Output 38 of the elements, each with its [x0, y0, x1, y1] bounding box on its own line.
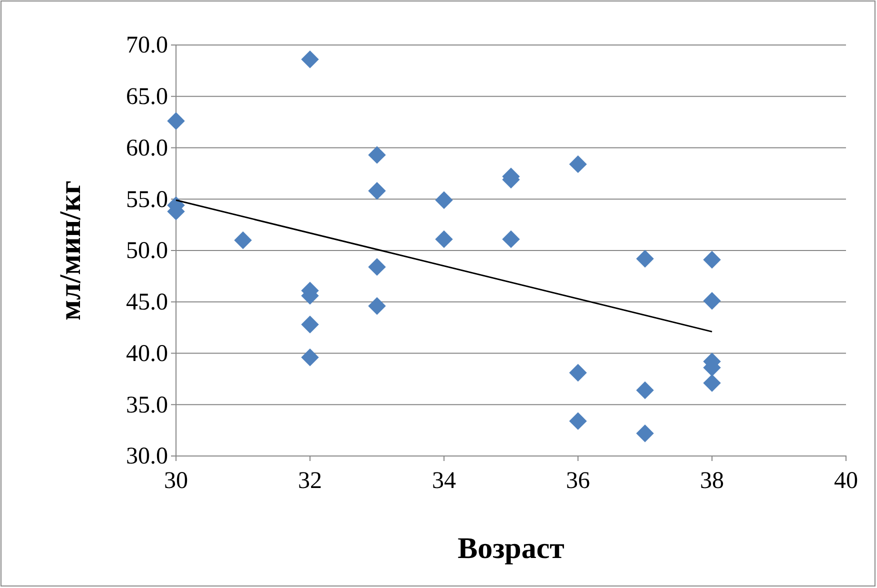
point: [435, 230, 453, 248]
point: [636, 424, 654, 442]
y-tick-label: 30.0: [126, 444, 168, 470]
y-tick-label: 35.0: [126, 392, 168, 418]
x-tick-label: 38: [700, 468, 724, 494]
y-tick-label: 65.0: [126, 84, 168, 110]
x-axis-title: Возраст: [458, 532, 565, 565]
point: [368, 258, 386, 276]
point: [234, 231, 252, 250]
point: [703, 250, 721, 269]
x-tick-label: 40: [834, 468, 858, 494]
y-axis-title: мл/мин/кг: [54, 180, 87, 320]
x-tick-label: 32: [298, 468, 322, 494]
y-tick-label: 40.0: [126, 340, 168, 367]
x-tick-label: 36: [566, 468, 590, 494]
point: [703, 374, 721, 392]
point: [301, 316, 319, 334]
y-tick-label: 70.0: [126, 32, 168, 59]
point: [703, 292, 721, 310]
point: [636, 250, 654, 268]
y-tick-label: 55.0: [126, 186, 168, 213]
point: [569, 364, 587, 382]
y-tick-label: 50.0: [126, 238, 168, 264]
point: [368, 297, 386, 315]
point: [301, 50, 319, 68]
point: [368, 182, 386, 200]
point: [301, 348, 319, 366]
x-tick-label: 30: [164, 468, 188, 494]
point: [569, 155, 587, 174]
point: [569, 412, 587, 430]
point: [435, 191, 453, 210]
x-tick-label: 34: [432, 468, 456, 494]
point: [502, 230, 520, 248]
point: [167, 112, 185, 130]
y-tick-label: 45.0: [126, 290, 168, 316]
point: [636, 381, 654, 400]
y-tick-label: 60.0: [126, 135, 168, 162]
point: [368, 146, 386, 164]
